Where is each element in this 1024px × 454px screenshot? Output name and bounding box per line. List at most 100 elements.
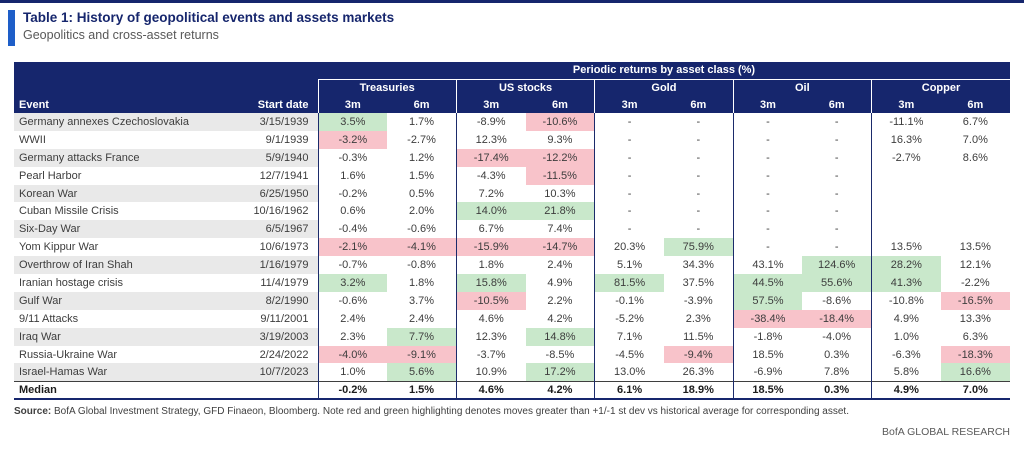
value-cell: 17.2%	[525, 363, 595, 382]
value-cell: 124.6%	[802, 256, 872, 275]
header-groups-row: Treasuries US stocks Gold Oil Copper	[14, 79, 1010, 96]
value-cell: -	[594, 220, 664, 239]
event-header: Event	[14, 96, 230, 113]
table-row: Russia-Ukraine War 2/24/2022 -4.0% -9.1% -3.…	[14, 345, 1010, 364]
value-cell: -4.0%	[317, 345, 388, 364]
event-cell: Israel-Hamas War	[14, 363, 230, 382]
value-cell: 2.0%	[387, 202, 457, 221]
period-header: 3m	[732, 96, 803, 113]
value-cell: 0.3%	[802, 345, 872, 364]
value-cell: -15.9%	[455, 238, 526, 257]
value-cell: -	[732, 130, 803, 149]
value-cell: 14.0%	[455, 202, 526, 221]
value-cell: -14.7%	[525, 238, 595, 257]
value-cell: -12.2%	[525, 148, 595, 167]
value-cell: 1.7%	[387, 113, 457, 131]
value-cell: 12.3%	[455, 327, 526, 346]
start-date-cell: 3/19/2003	[230, 327, 318, 346]
value-cell: -	[594, 113, 664, 131]
value-cell: 4.9%	[870, 309, 941, 328]
median-row: Median -0.2% 1.5% 4.6% 4.2% 6.1% 18.9% 18.5% 0.…	[14, 380, 1010, 401]
value-cell: -9.4%	[663, 345, 734, 364]
value-cell: -10.8%	[870, 291, 941, 310]
start-date-cell: 1/16/1979	[230, 256, 318, 275]
table-row: Korean War 6/25/1950 -0.2% 0.5% 7.2% 10.3% - - -…	[14, 184, 1010, 203]
start-date-cell: 10/16/1962	[230, 202, 318, 221]
median-value-cell: 0.3%	[802, 380, 872, 401]
start-date-cell: 6/5/1967	[230, 220, 318, 239]
value-cell: 21.8%	[525, 202, 595, 221]
event-cell: Germany attacks France	[14, 148, 230, 167]
value-cell: 2.2%	[525, 291, 595, 310]
value-cell: 3.7%	[387, 291, 457, 310]
value-cell: -2.7%	[870, 148, 941, 167]
group-header-us-stocks: US stocks	[455, 79, 595, 96]
value-cell: -	[663, 166, 734, 185]
value-cell: -	[663, 148, 734, 167]
value-cell: -4.1%	[387, 238, 457, 257]
value-cell	[870, 184, 941, 203]
event-cell: WWII	[14, 130, 230, 149]
median-value-cell: 6.1%	[594, 380, 664, 401]
value-cell: -3.7%	[455, 345, 526, 364]
brand-label: BofA GLOBAL RESEARCH	[882, 426, 1010, 438]
value-cell: 7.7%	[387, 327, 457, 346]
value-cell: 2.4%	[387, 309, 457, 328]
value-cell: -10.5%	[455, 291, 526, 310]
start-date-cell: 8/2/1990	[230, 291, 318, 310]
value-cell: -0.8%	[387, 256, 457, 275]
value-cell: 16.6%	[940, 363, 1010, 382]
value-cell: 3.5%	[317, 113, 388, 131]
period-header: 6m	[940, 96, 1010, 113]
table-body: Germany annexes Czechoslovakia 3/15/1939 3…	[14, 113, 1010, 382]
value-cell: 10.3%	[525, 184, 595, 203]
value-cell: 12.3%	[455, 130, 526, 149]
value-cell: 5.1%	[594, 256, 664, 275]
table-row: Israel-Hamas War 10/7/2023 1.0% 5.6% 10.9% 17…	[14, 363, 1010, 382]
start-date-cell: 9/1/1939	[230, 130, 318, 149]
value-cell: -6.9%	[732, 363, 803, 382]
value-cell: -	[802, 166, 872, 185]
period-header: 6m	[663, 96, 734, 113]
header-sub-row: Event Start date 3m 6m 3m 6m 3m 6m 3m 6m 3m 6m	[14, 96, 1010, 113]
value-cell: -	[594, 166, 664, 185]
value-cell: -	[663, 130, 734, 149]
median-value-cell: 18.9%	[663, 380, 734, 401]
table-row: Cuban Missile Crisis 10/16/1962 0.6% 2.0% 14…	[14, 202, 1010, 221]
value-cell: -18.3%	[940, 345, 1010, 364]
value-cell: -9.1%	[387, 345, 457, 364]
value-cell: -0.4%	[317, 220, 388, 239]
event-cell: Iraq War	[14, 327, 230, 346]
value-cell: 0.6%	[317, 202, 388, 221]
value-cell: 8.6%	[940, 148, 1010, 167]
value-cell: 6.7%	[455, 220, 526, 239]
median-value-cell: 4.6%	[455, 380, 526, 401]
value-cell: 3.2%	[317, 274, 388, 292]
value-cell: -4.3%	[455, 166, 526, 185]
value-cell: 1.2%	[387, 148, 457, 167]
table-row: Gulf War 8/2/1990 -0.6% 3.7% -10.5% 2.2% -0.1%…	[14, 291, 1010, 310]
value-cell: -11.5%	[525, 166, 595, 185]
group-header-oil: Oil	[732, 79, 872, 96]
value-cell: 13.5%	[870, 238, 941, 257]
value-cell: 14.8%	[525, 327, 595, 346]
start-date-cell: 6/25/1950	[230, 184, 318, 203]
value-cell: 1.5%	[387, 166, 457, 185]
value-cell: -38.4%	[732, 309, 803, 328]
value-cell: -	[802, 130, 872, 149]
median-value-cell: -0.2%	[317, 380, 388, 401]
period-header: 6m	[387, 96, 457, 113]
table-row: WWII 9/1/1939 -3.2% -2.7% 12.3% 9.3% - - - -16.3%…	[14, 130, 1010, 149]
source-text: BofA Global Investment Strategy, GFD Fin…	[51, 406, 849, 417]
period-header: 3m	[455, 96, 526, 113]
value-cell: -	[663, 202, 734, 221]
value-cell: -	[594, 202, 664, 221]
value-cell: 7.2%	[455, 184, 526, 203]
value-cell: -4.5%	[594, 345, 664, 364]
value-cell: -18.4%	[802, 309, 872, 328]
value-cell: -	[802, 202, 872, 221]
table-row: Germany annexes Czechoslovakia 3/15/1939 3…	[14, 113, 1010, 131]
value-cell: 4.9%	[525, 274, 595, 292]
value-cell: -0.7%	[317, 256, 388, 275]
value-cell: 1.0%	[870, 327, 941, 346]
